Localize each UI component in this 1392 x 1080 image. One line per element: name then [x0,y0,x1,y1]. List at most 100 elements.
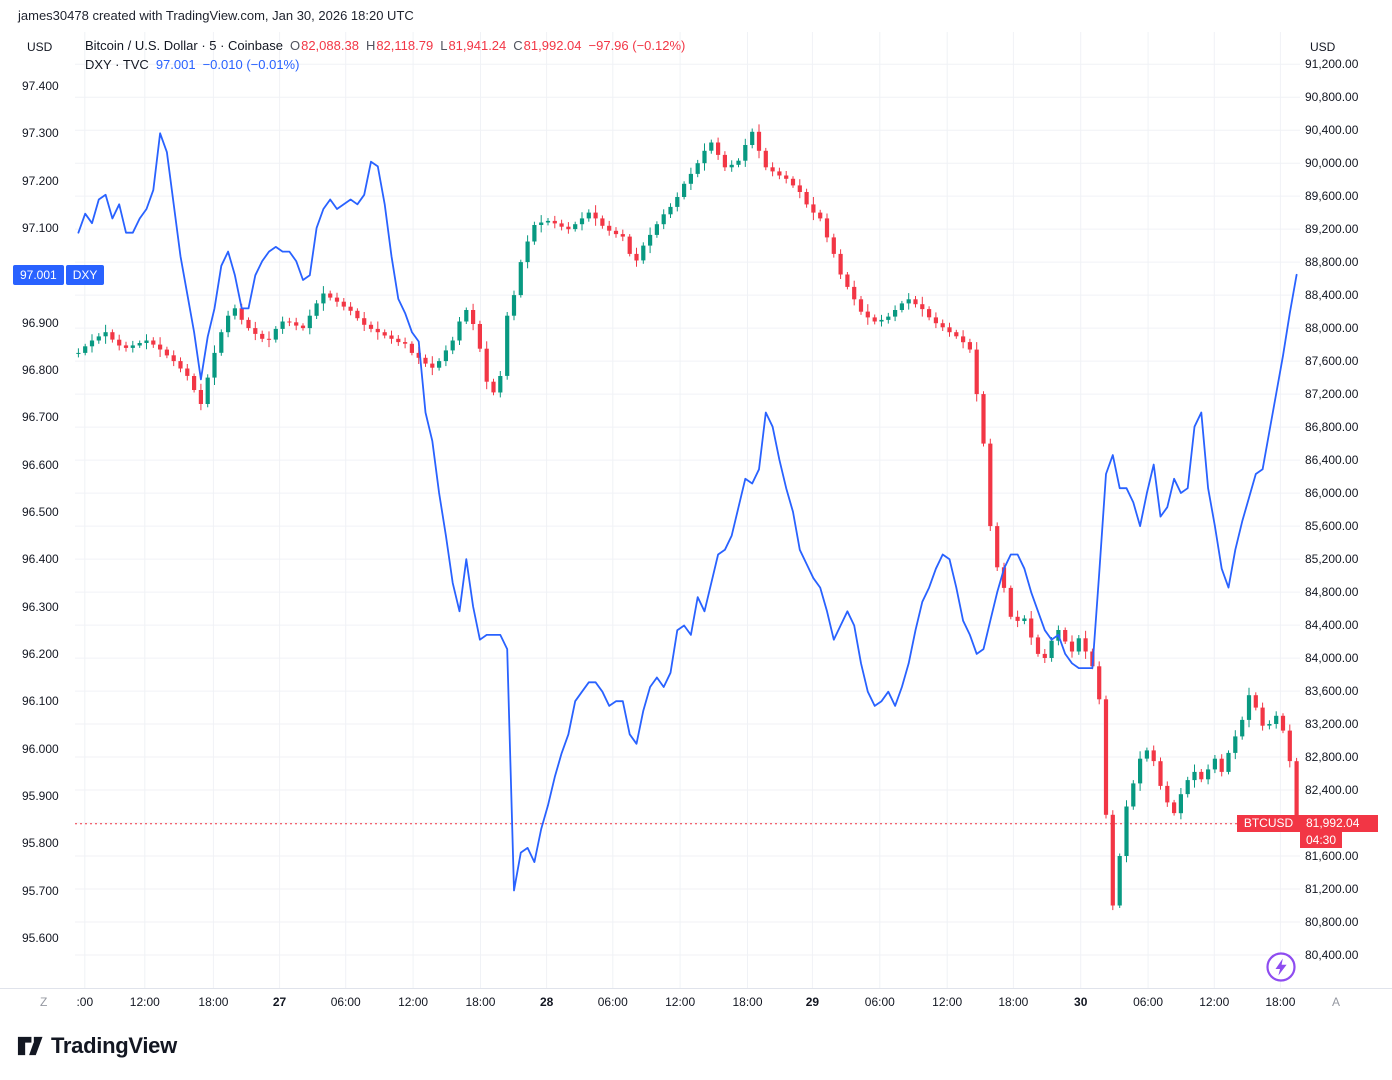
left-axis-tick: 96.900 [22,315,59,330]
legend: Bitcoin / U.S. Dollar · 5 · Coinbase O 82… [85,36,685,74]
ohlc-label: C [513,38,523,53]
right-axis-tick: 84,000.00 [1305,651,1359,666]
right-axis-tick: 86,400.00 [1305,453,1359,468]
dxy-title[interactable]: DXY · TVC [85,57,149,72]
time-axis-tick: 18:00 [1265,995,1296,1009]
left-axis-tick: 97.100 [22,220,59,235]
dxy-value: 97.001 [155,57,196,72]
left-axis-tick: 97.200 [22,173,59,188]
right-axis-tick: 84,800.00 [1305,585,1359,600]
right-axis-tick: 88,800.00 [1305,255,1359,270]
ohlc-label: O [289,38,301,53]
time-axis-tick: 18:00 [732,995,763,1009]
ohlc-value: 82,088.38 [301,38,359,53]
time-axis-tick: 06:00 [597,995,628,1009]
tradingview-logo-icon [17,1036,43,1056]
tradingview-logo[interactable]: TradingView [16,1032,177,1059]
right-axis-tick: 80,400.00 [1305,948,1359,962]
right-axis-tick: 90,400.00 [1305,123,1359,138]
right-axis-tick: 85,200.00 [1305,552,1359,567]
right-axis-tick: 91,200.00 [1305,57,1359,72]
ohlc-label: L [440,38,448,53]
bottom-left-corner-button[interactable]: Z [40,995,48,1009]
right-axis-tick: 88,400.00 [1305,288,1359,303]
right-axis-tick: 83,600.00 [1305,684,1359,699]
right-axis-tick: 82,800.00 [1305,750,1359,765]
time-axis-tick: 06:00 [1133,995,1164,1009]
ohlc-value: 81,992.04 [523,38,582,53]
left-axis-tick: 97.400 [22,78,59,93]
left-axis-tick: 96.400 [22,552,59,567]
right-axis-currency-label[interactable]: USD [1310,40,1336,54]
time-axis-tick: 12:00 [129,995,160,1009]
left-axis-tick: 96.700 [22,410,59,425]
legend-row-dxy: DXY · TVC 97.001 −0.010 (−0.01%) [85,55,685,74]
right-price-axis[interactable]: USD 91,200.00 90,800.00 90,400.00 90,000.00… [1300,32,1392,988]
btcusd-badge-countdown-row: 04:30 [1237,831,1378,848]
right-axis-tick: 87,200.00 [1305,387,1359,402]
right-axis-tick: 87,600.00 [1305,354,1359,369]
right-axis-tick: 80,800.00 [1305,915,1359,929]
watermark: james30478 created with TradingView.com,… [18,8,414,23]
left-axis-tick: 95.800 [22,836,59,851]
chart-svg [75,32,1300,988]
time-axis-tick: 18:00 [198,995,229,1009]
time-axis-tick: 18:00 [998,995,1029,1009]
left-price-axis[interactable]: USD 97.001 DXY 97.400 97.300 97.200 97.100 9… [0,32,105,988]
dxy-badge-value: 97.001 [13,264,64,285]
legend-row-btcusd: Bitcoin / U.S. Dollar · 5 · Coinbase O 82… [85,36,685,55]
flash-icon[interactable] [1264,950,1298,984]
right-axis-tick: 81,600.00 [1305,849,1359,864]
time-axis-tick: 18:00 [465,995,496,1009]
left-axis-currency-label[interactable]: USD [27,40,53,54]
left-axis-tick: 96.600 [22,457,59,472]
right-axis-tick: 89,600.00 [1305,189,1359,204]
time-axis-tick: 28 [539,995,554,1009]
right-axis-tick: 85,600.00 [1305,519,1359,534]
left-axis-tick: 96.800 [22,362,59,377]
right-axis-tick: 86,800.00 [1305,420,1359,435]
open-value: O 82,088.38 [290,36,359,55]
tradingview-logo-text: TradingView [51,1032,177,1058]
right-axis-tick: 89,200.00 [1305,222,1359,237]
right-axis-tick: 90,000.00 [1305,156,1359,171]
time-axis[interactable]: Z A :00 12:00 18:00 27 06:00 12:00 18:00 28 06:0… [0,988,1392,1019]
time-axis-tick: 12:00 [398,995,429,1009]
symbol-title[interactable]: Bitcoin / U.S. Dollar · 5 · Coinbase [85,38,283,53]
left-axis-tick: 95.600 [22,930,59,945]
time-axis-tick: 06:00 [330,995,361,1009]
right-axis-tick: 86,000.00 [1305,486,1359,501]
low-value: L 81,941.24 [440,36,506,55]
time-axis-tick: 27 [272,995,287,1009]
left-axis-tick: 95.900 [22,788,59,803]
time-axis-tick: 29 [805,995,820,1009]
right-axis-tick: 82,400.00 [1305,783,1359,798]
time-axis-tick: 12:00 [665,995,696,1009]
time-axis-tick: 12:00 [932,995,963,1009]
time-axis-tick: 30 [1074,995,1088,1009]
right-axis-tick: 83,200.00 [1305,717,1359,732]
left-axis-tick: 96.100 [22,694,59,709]
left-axis-tick: 96.000 [22,741,59,756]
time-axis-tick: :00 [76,995,94,1009]
dxy-badge-tag: DXY [65,264,105,285]
high-value: H 82,118.79 [366,36,433,55]
time-axis-tick: 06:00 [864,995,895,1009]
left-axis-tick: 96.200 [22,646,59,661]
left-axis-tick: 95.700 [22,883,59,898]
btcusd-badge-price-row: BTCUSD 81,992.04 [1237,814,1378,832]
right-axis-tick: 81,200.00 [1305,882,1359,897]
chart-canvas[interactable] [75,32,1300,988]
auto-scale-button[interactable]: A [1332,995,1341,1009]
time-axis-tick: 12:00 [1199,995,1230,1009]
right-axis-tick: 90,800.00 [1305,90,1359,105]
btcusd-price-badge: BTCUSD 81,992.04 04:30 [1237,814,1378,848]
dxy-price-badge: 97.001 DXY [13,264,105,285]
right-axis-tick: 88,000.00 [1305,321,1359,336]
left-axis-tick: 97.300 [22,126,59,141]
left-axis-tick: 96.500 [22,504,59,519]
close-value: C 81,992.04 [513,36,581,55]
ohlc-label: H [365,38,376,53]
right-axis-tick: 84,400.00 [1305,618,1359,633]
